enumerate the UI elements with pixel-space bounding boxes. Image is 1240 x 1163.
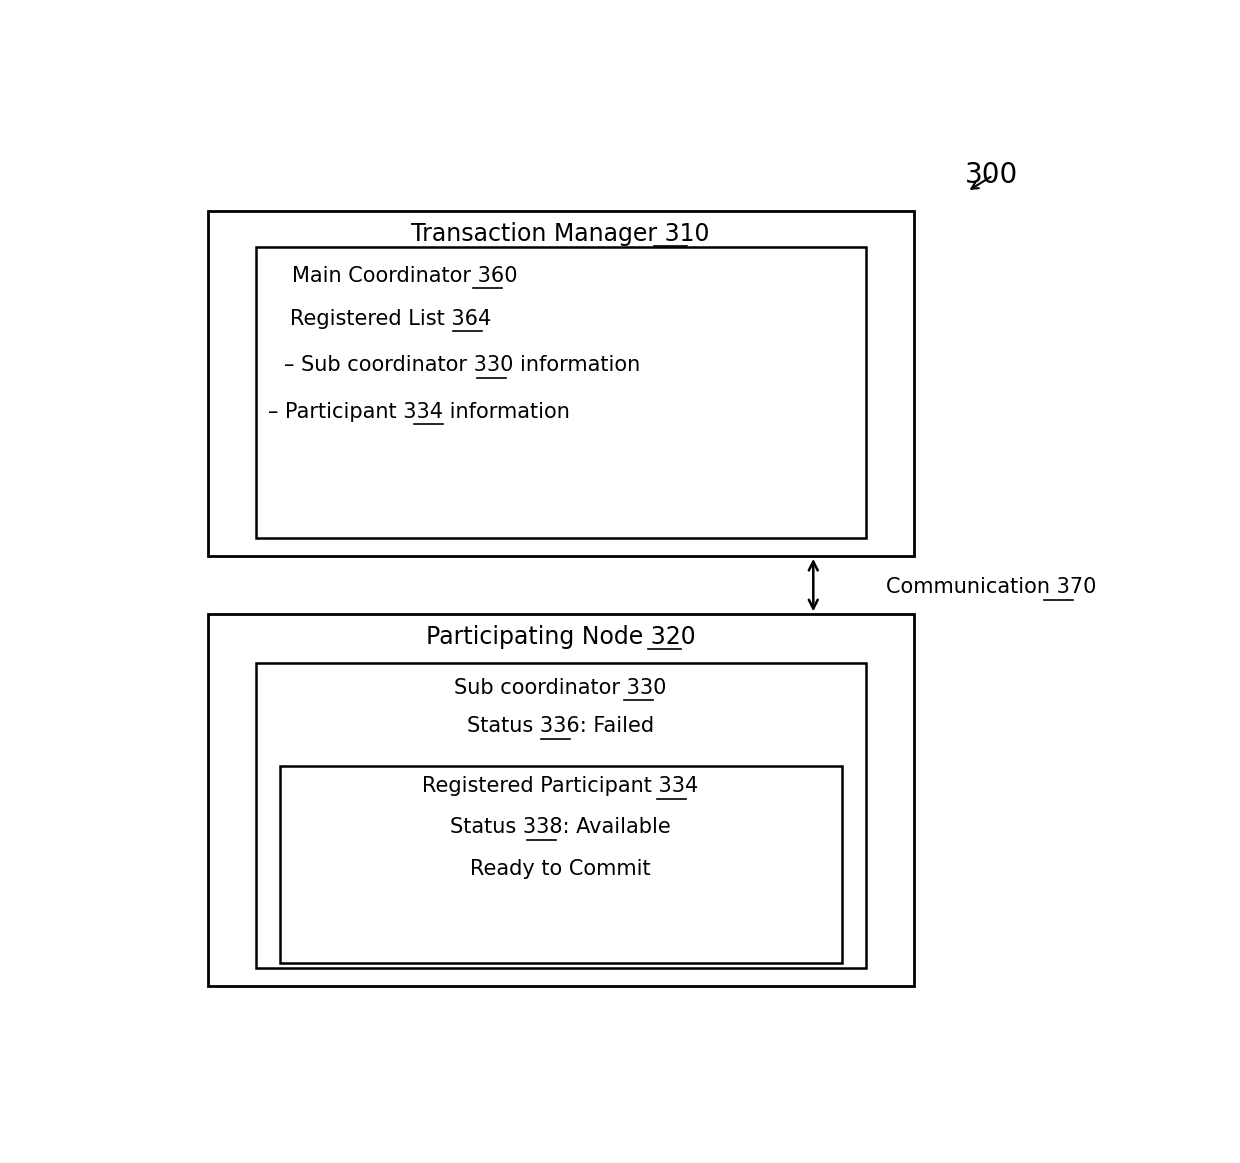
Text: Registered Participant 334: Registered Participant 334	[423, 776, 698, 797]
Text: Main Coordinator 360: Main Coordinator 360	[293, 265, 517, 286]
FancyBboxPatch shape	[280, 766, 842, 963]
Text: Transaction Manager 310: Transaction Manager 310	[412, 222, 709, 245]
Text: – Participant 334 information: – Participant 334 information	[268, 401, 570, 422]
Text: Ready to Commit: Ready to Commit	[470, 859, 651, 879]
FancyBboxPatch shape	[255, 663, 866, 968]
Text: Status 336: Failed: Status 336: Failed	[467, 716, 655, 736]
FancyBboxPatch shape	[255, 247, 866, 538]
Text: Status 338: Available: Status 338: Available	[450, 818, 671, 837]
Text: Participating Node 320: Participating Node 320	[425, 625, 696, 649]
Text: – Sub coordinator 330 information: – Sub coordinator 330 information	[284, 355, 641, 376]
Text: 300: 300	[965, 162, 1018, 190]
Text: Communication 370: Communication 370	[885, 577, 1096, 598]
FancyBboxPatch shape	[208, 212, 914, 556]
FancyBboxPatch shape	[208, 614, 914, 986]
Text: Registered List 364: Registered List 364	[290, 308, 491, 329]
Text: Sub coordinator 330: Sub coordinator 330	[454, 678, 667, 698]
